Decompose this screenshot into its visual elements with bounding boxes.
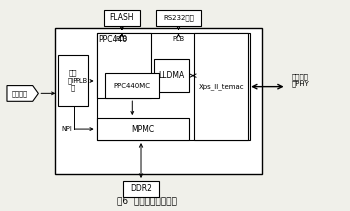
Bar xyxy=(156,10,201,26)
Bar xyxy=(104,10,140,26)
Text: 连接千兆
网PHY: 连接千兆 网PHY xyxy=(292,73,310,87)
Text: RS232串口: RS232串口 xyxy=(163,15,194,21)
Text: Xps_ll_temac: Xps_ll_temac xyxy=(198,83,244,90)
Bar xyxy=(58,55,88,106)
Text: MPMC: MPMC xyxy=(131,124,154,134)
Text: FLASH: FLASH xyxy=(110,14,134,23)
Bar xyxy=(55,28,262,174)
Bar xyxy=(97,33,150,98)
Bar xyxy=(123,181,159,197)
Bar xyxy=(105,73,159,98)
Bar xyxy=(97,118,189,140)
Bar xyxy=(97,33,250,140)
Text: PLB: PLB xyxy=(173,36,184,42)
Text: 数据输入: 数据输入 xyxy=(12,90,28,97)
Polygon shape xyxy=(7,86,38,101)
Text: PPC440MC: PPC440MC xyxy=(114,83,151,89)
Text: 自定
义IP
核: 自定 义IP 核 xyxy=(68,69,78,91)
Text: PLB: PLB xyxy=(116,36,128,42)
Bar xyxy=(194,33,248,140)
Text: 图6  片上系统设计框图: 图6 片上系统设计框图 xyxy=(117,196,177,205)
Text: PLB: PLB xyxy=(76,78,88,84)
Text: NPI: NPI xyxy=(62,126,72,132)
Bar xyxy=(154,59,189,92)
Text: LLDMA: LLDMA xyxy=(159,71,185,80)
Text: DDR2: DDR2 xyxy=(130,184,152,193)
Text: PPC440: PPC440 xyxy=(98,35,127,44)
